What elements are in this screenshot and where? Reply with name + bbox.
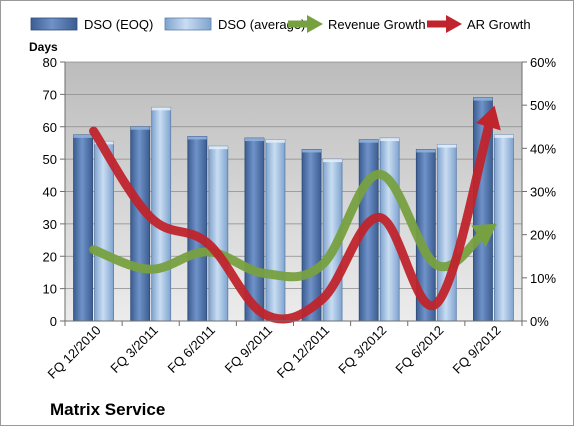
bar-cap-dso-average [437, 144, 457, 148]
bar-dso-average [494, 134, 514, 322]
y-axis-title: Days [29, 40, 58, 54]
y-right-tick-label: 10% [530, 271, 556, 286]
bar-cap-dso-eoq [73, 134, 93, 138]
legend-label-dso-average: DSO (average) [218, 17, 305, 32]
growth-lines [89, 105, 501, 324]
bar-cap-dso-average [208, 146, 228, 150]
bar-cap-dso-average [494, 134, 514, 138]
bar-cap-dso-average [323, 159, 343, 163]
y-left-tick-label: 50 [43, 152, 57, 167]
legend-label-dso-eoq: DSO (EOQ) [84, 17, 153, 32]
bar-dso-average [265, 139, 286, 322]
y-right-tick-label: 50% [530, 98, 556, 113]
bar-cap-dso-eoq [130, 126, 150, 130]
bar-cap-dso-eoq [359, 139, 379, 143]
bar-cap-dso-average [151, 107, 171, 111]
bar-dso-average [208, 145, 229, 322]
legend-swatch-ar-growth [427, 15, 462, 33]
y-left-tick-label: 10 [43, 282, 57, 297]
bar-dso-eoq [130, 126, 151, 322]
y-left-tick-label: 30 [43, 217, 57, 232]
legend-swatch-dso-average [164, 17, 212, 31]
line-revenue-growth-arrowhead [471, 223, 497, 247]
line-revenue-growth [89, 169, 489, 282]
y-right-tick-label: 60% [530, 55, 556, 70]
bar-cap-dso-eoq [473, 97, 493, 101]
bar-cap-dso-eoq [244, 138, 264, 142]
line-ar-growth [89, 116, 495, 324]
y-left-tick-label: 60 [43, 120, 57, 135]
legend-label-ar-growth: AR Growth [467, 17, 531, 32]
bar-dso-eoq [73, 134, 93, 322]
legend-swatch-dso-eoq [30, 17, 78, 31]
y-right-tick-label: 20% [530, 228, 556, 243]
y-left-tick-label: 40 [43, 185, 57, 200]
y-right-tick-label: 0% [530, 314, 549, 329]
y-left-tick-label: 20 [43, 249, 57, 264]
bar-cap-dso-average [265, 139, 285, 143]
bar-cap-dso-eoq [416, 149, 436, 153]
legend-label-revenue-growth: Revenue Growth [328, 17, 426, 32]
y-right-tick-label: 30% [530, 185, 556, 200]
legend: DSO (EOQ) DSO (average) Revenue Growth A… [30, 15, 531, 33]
bar-cap-dso-average [380, 138, 400, 142]
y-left-tick-label: 70 [43, 87, 57, 102]
bar-dso-eoq [187, 136, 208, 322]
company-name: Matrix Service [50, 400, 165, 419]
line-ar-growth-arrowhead [475, 105, 501, 131]
y-right-tick-label: 40% [530, 141, 556, 156]
y-left-tick-label: 0 [50, 314, 57, 329]
bar-dso-eoq [301, 149, 322, 322]
legend-swatch-revenue-growth [288, 15, 323, 33]
y-left-tick-label: 80 [43, 55, 57, 70]
bar-cap-dso-eoq [187, 136, 207, 140]
bar-dso-average [151, 106, 172, 322]
bar-cap-dso-eoq [302, 149, 322, 153]
